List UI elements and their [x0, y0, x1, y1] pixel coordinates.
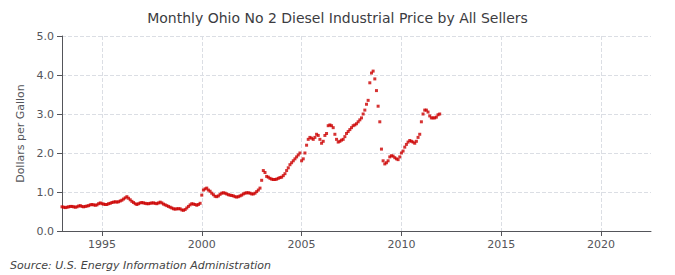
svg-text:2.0: 2.0 — [37, 147, 55, 160]
svg-text:3.0: 3.0 — [37, 108, 55, 121]
svg-text:5.0: 5.0 — [37, 30, 55, 43]
svg-text:Dollars per Gallon: Dollars per Gallon — [14, 84, 27, 183]
svg-text:2010: 2010 — [387, 238, 415, 251]
svg-text:Source: U.S. Energy Informatio: Source: U.S. Energy Information Administ… — [10, 259, 271, 272]
svg-text:2005: 2005 — [288, 238, 316, 251]
svg-text:1995: 1995 — [88, 238, 116, 251]
svg-text:2020: 2020 — [587, 238, 615, 251]
svg-text:0.0: 0.0 — [37, 225, 55, 238]
svg-text:4.0: 4.0 — [37, 69, 55, 82]
svg-text:Monthly Ohio No 2 Diesel Indus: Monthly Ohio No 2 Diesel Industrial Pric… — [147, 10, 528, 26]
svg-text:2000: 2000 — [188, 238, 216, 251]
svg-text:1.0: 1.0 — [37, 186, 55, 199]
svg-text:2015: 2015 — [487, 238, 515, 251]
